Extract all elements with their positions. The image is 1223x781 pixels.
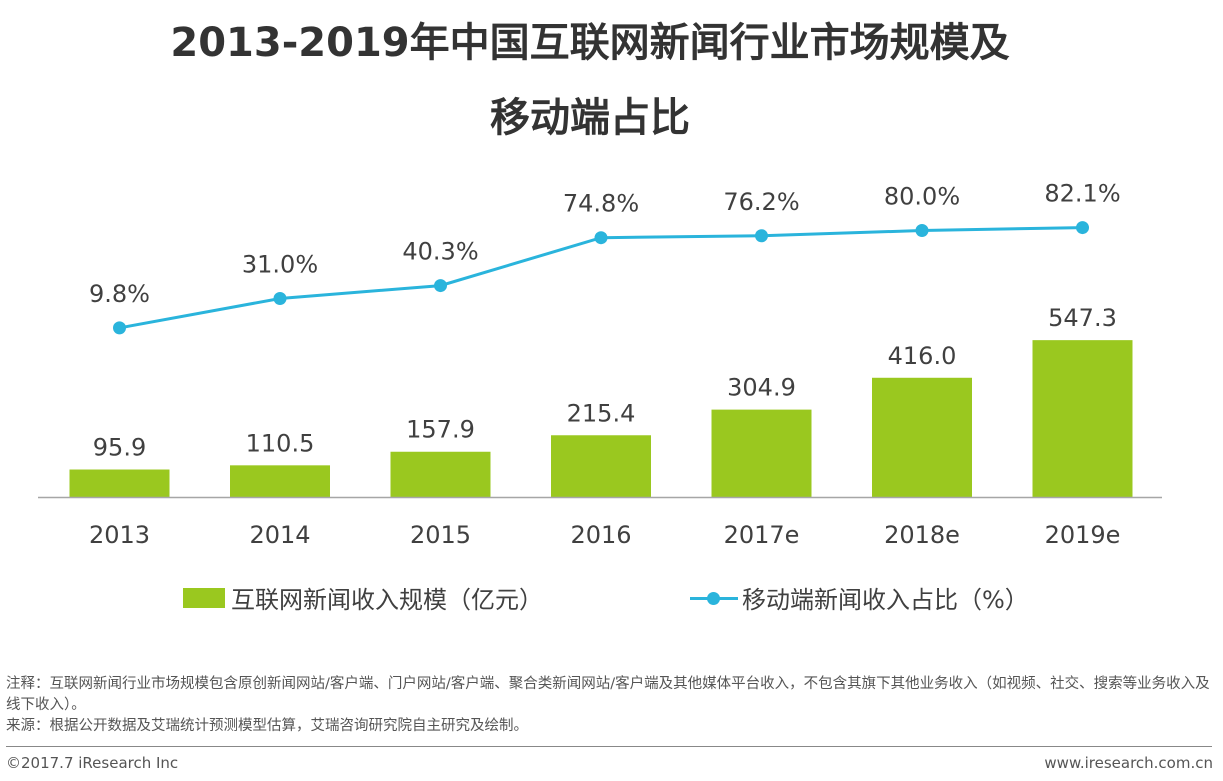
line-point-2013 bbox=[113, 321, 126, 335]
bar-2013 bbox=[69, 469, 170, 497]
bar-2016 bbox=[551, 435, 651, 497]
x-tick-2016: 2016 bbox=[570, 521, 631, 549]
line-point-2019e bbox=[1076, 221, 1089, 235]
line-label-2019e: 82.1% bbox=[1044, 180, 1120, 208]
line-point-2016 bbox=[594, 231, 608, 245]
line-point-2017e bbox=[755, 229, 768, 243]
bar-2014 bbox=[230, 465, 330, 497]
source-text: 来源：根据公开数据及艾瑞统计预测模型估算，艾瑞咨询研究院自主研究及绘制。 bbox=[6, 718, 528, 734]
bar-2019e bbox=[1032, 340, 1133, 497]
line-point-2014 bbox=[273, 291, 287, 305]
x-tick-2019e: 2019e bbox=[1045, 521, 1121, 549]
notes-block: 注释：互联网新闻行业市场规模包含原创新闻网站/客户端、门户网站/客户端、聚合类新… bbox=[6, 674, 1216, 737]
x-tick-2014: 2014 bbox=[249, 521, 310, 549]
legend-bar-series: 互联网新闻收入规模（亿元） bbox=[183, 580, 543, 615]
footer-divider bbox=[6, 746, 1212, 747]
legend-line-series: 移动端新闻收入占比（%） bbox=[690, 580, 1029, 615]
bar-2017e bbox=[711, 409, 812, 497]
legend-bar-swatch bbox=[183, 587, 225, 608]
x-tick-2018e: 2018e bbox=[884, 521, 960, 549]
chart-title-line-2: 移动端占比 bbox=[490, 95, 690, 141]
bar-label-2019e: 547.3 bbox=[1048, 304, 1117, 332]
bar-label-2014: 110.5 bbox=[246, 429, 315, 457]
x-tick-2015: 2015 bbox=[410, 521, 471, 549]
line-label-2015: 40.3% bbox=[402, 238, 478, 266]
line-point-2018e bbox=[915, 224, 929, 237]
line-label-2014: 31.0% bbox=[242, 250, 318, 278]
legend-bar-label: 互联网新闻收入规模（亿元） bbox=[231, 586, 543, 614]
bar-label-2013: 95.9 bbox=[93, 434, 146, 462]
line-label-2016: 74.8% bbox=[563, 190, 639, 218]
line-label-2018e: 80.0% bbox=[884, 183, 960, 211]
bar-label-2018e: 416.0 bbox=[888, 342, 957, 370]
x-tick-2013: 2013 bbox=[89, 521, 150, 549]
bar-label-2017e: 304.9 bbox=[727, 374, 796, 402]
note-text: 注释：互联网新闻行业市场规模包含原创新闻网站/客户端、门户网站/客户端、聚合类新… bbox=[6, 676, 1210, 713]
footer-url: www.iresearch.com.cn bbox=[1044, 754, 1213, 772]
legend-line-swatch bbox=[690, 588, 738, 608]
line-label-2013: 9.8% bbox=[89, 280, 150, 308]
bar-2018e bbox=[872, 377, 972, 497]
legend-line-label: 移动端新闻收入占比（%） bbox=[742, 586, 1029, 614]
x-tick-2017e: 2017e bbox=[724, 521, 800, 549]
line-label-2017e: 76.2% bbox=[723, 188, 799, 216]
footer-copyright: ©2017.7 iResearch Inc bbox=[6, 754, 179, 772]
line-point-2015 bbox=[434, 279, 447, 293]
bar-2015 bbox=[390, 451, 491, 497]
chart-title-line-1: 2013-2019年中国互联网新闻行业市场规模及 bbox=[170, 20, 1010, 66]
bar-label-2016: 215.4 bbox=[567, 399, 636, 427]
bar-label-2015: 157.9 bbox=[406, 416, 475, 444]
